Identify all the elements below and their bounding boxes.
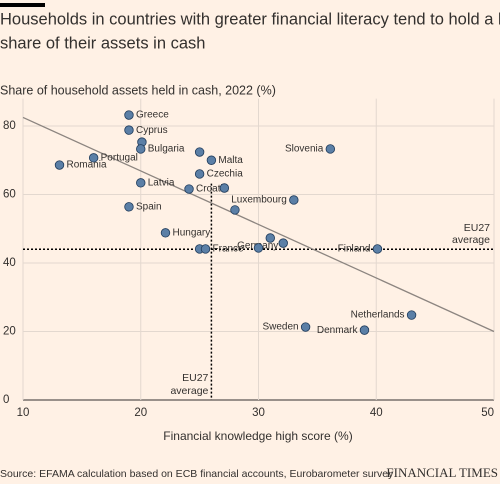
trendline [22,116,495,333]
annotation: average [170,385,208,397]
point-label: Czechia [207,169,244,180]
brand: FINANCIAL TIMES [386,465,498,480]
point [406,310,417,320]
point [206,155,217,165]
point [219,183,230,193]
x-tick-label: 30 [252,407,265,419]
point [265,233,275,243]
point [124,202,134,212]
subtitle: Share of household assets held in cash, … [0,83,276,97]
brand-bar [0,3,45,7]
point-label: Romania [67,160,107,171]
source: Source: EFAMA calculation based on ECB f… [0,468,394,480]
y-tick-label: 20 [3,326,16,338]
point-label: France [213,244,245,255]
point [325,144,336,154]
point [253,243,264,253]
y-tick-label: 0 [3,394,9,406]
point [160,228,171,238]
point [230,205,240,215]
annotation: EU27 [182,372,208,384]
point-label: Netherlands [351,310,405,321]
point-label: Latvia [148,177,175,188]
point [124,110,134,120]
point-label: Hungary [172,228,210,239]
point-label: Bulgaria [148,144,185,155]
point [184,184,194,194]
x-tick-label: 40 [370,407,383,419]
point [372,244,383,254]
point [359,325,370,335]
x-tick-label: 20 [134,407,147,419]
point-label: Finland [338,244,371,255]
x-axis-label: Financial knowledge high score (%) [163,429,352,443]
point [278,238,288,248]
point-label: Malta [218,155,243,166]
point [88,153,99,163]
annotation: EU27 [464,222,490,234]
point-label: Slovenia [285,144,324,155]
y-tick-label: 40 [3,257,16,269]
y-tick-label: 60 [3,189,16,201]
point [54,160,65,170]
point-label: Portugal [101,152,138,163]
point-label: Sweden [262,322,298,333]
point-label: Greece [136,110,169,121]
point [200,244,211,254]
y-tick-label: 80 [3,120,16,132]
point-label: Spain [136,201,162,212]
x-tick-label: 10 [17,407,30,419]
chart-title: Households in countries with greater fin… [0,10,500,28]
point-label: Cyprus [136,125,168,136]
point-label: Luxembourg [231,195,287,206]
point [289,195,299,205]
point [124,125,134,135]
point-label: Croatia [196,184,229,195]
annotation: average [452,234,490,246]
point-label: Denmark [317,325,359,336]
chart-title: share of their assets in cash [0,34,205,52]
point [194,169,205,179]
point [194,147,205,157]
point [136,178,146,188]
x-tick-label: 50 [481,407,494,419]
point [300,322,311,332]
point [136,144,146,154]
